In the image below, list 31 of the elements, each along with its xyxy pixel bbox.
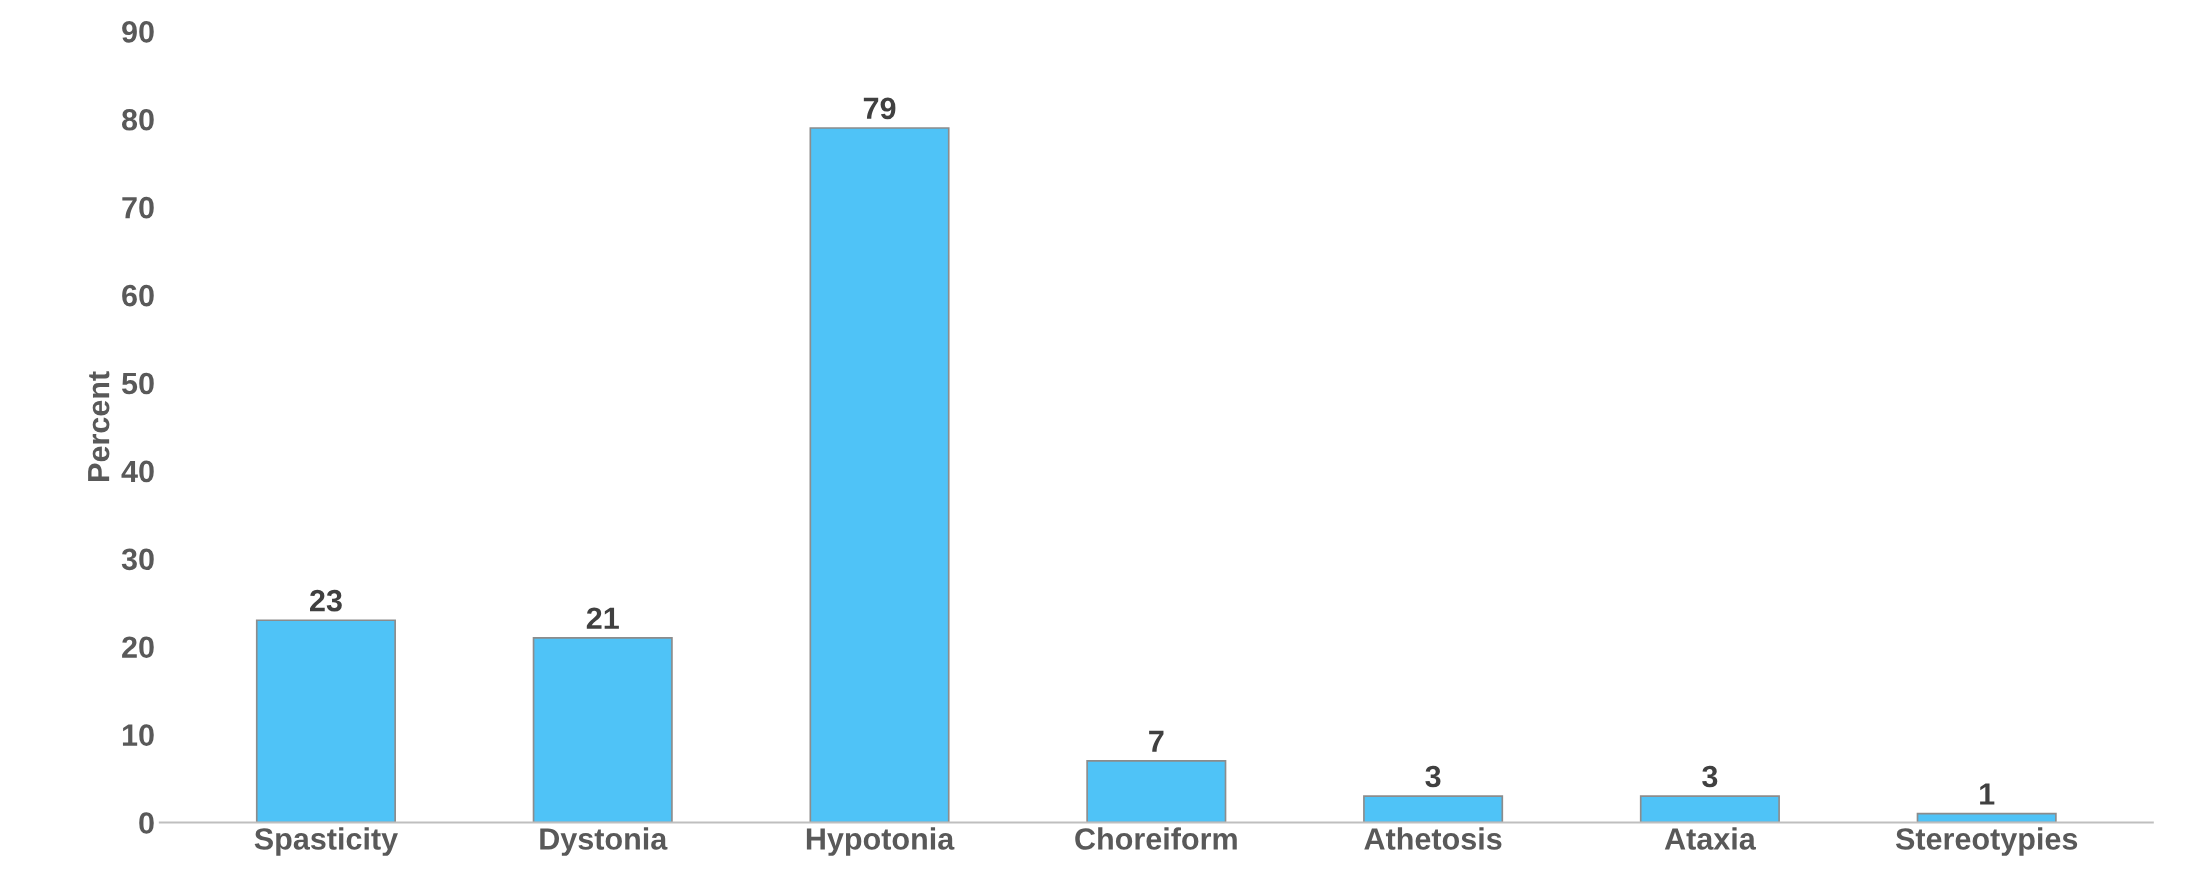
data-label: 3 xyxy=(1425,765,1441,788)
y-tick-label: 90 xyxy=(122,21,154,43)
x-tick-label: Choreiform xyxy=(1075,827,1237,850)
bar xyxy=(1363,795,1504,823)
bar xyxy=(1086,760,1227,823)
x-tick-label: Athetosis xyxy=(1364,827,1502,850)
y-tick-label: 0 xyxy=(139,812,154,834)
data-label: 23 xyxy=(310,589,342,612)
x-tick-label: Hypotonia xyxy=(806,827,955,856)
data-label: 7 xyxy=(1149,730,1164,752)
y-tick-label: 10 xyxy=(122,724,154,746)
data-label: 1 xyxy=(1980,783,1995,805)
bar xyxy=(809,127,950,823)
y-tick-label: 30 xyxy=(121,548,154,571)
bar xyxy=(255,619,396,823)
bar xyxy=(1639,795,1780,823)
y-tick-label: 50 xyxy=(121,372,154,395)
y-axis-title: Percent xyxy=(88,371,110,481)
x-tick-label: Stereotypies xyxy=(1895,827,2078,856)
data-label: 3 xyxy=(1702,765,1718,788)
x-tick-label: Spasticity xyxy=(254,827,398,856)
y-tick-label: 70 xyxy=(122,196,154,219)
data-label: 79 xyxy=(863,97,896,120)
x-tick-label: Ataxia xyxy=(1664,827,1756,850)
y-tick-label: 60 xyxy=(122,284,154,307)
bar xyxy=(532,637,673,823)
data-label: 21 xyxy=(586,607,619,629)
y-tick-label: 80 xyxy=(121,108,154,131)
x-tick-label: Dystonia xyxy=(540,827,668,856)
y-tick-label: 40 xyxy=(121,460,154,483)
y-tick-label: 20 xyxy=(122,636,154,659)
